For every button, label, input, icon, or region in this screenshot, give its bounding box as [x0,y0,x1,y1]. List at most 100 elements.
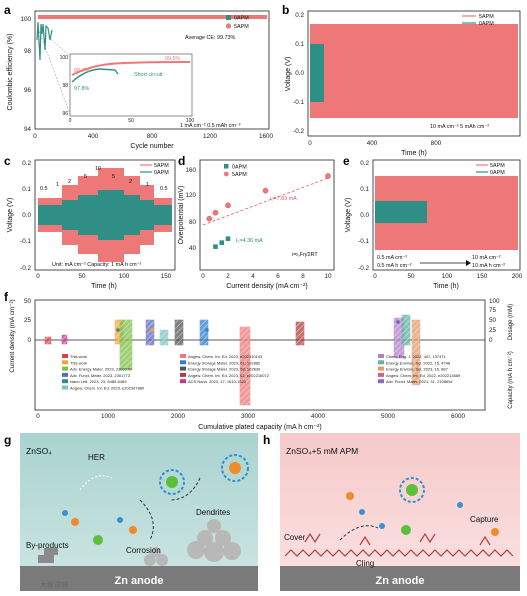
d-point-5apm-3 [262,187,269,194]
panel-e: e 5APM 0APM 0.5 mA cm⁻² 0.5 mA h cm⁻² 10… [343,154,523,290]
a-inset-frame [69,53,193,117]
c-0apm-series [38,190,172,240]
h-electrolyte [280,433,520,591]
e-cond-2: 0.5 mA h cm⁻² [377,263,412,269]
f-ylabel-right-dosage: Dosage (mM) [508,304,514,340]
f-ytick-left-1: 25 [24,317,32,324]
panel-h-letter: h [263,433,270,447]
f-bar-hatch-0 [45,337,51,344]
f-ylabel-right-capacity: Capacity (mA h cm⁻²) [508,351,514,409]
f-legend-0-3: Adv. Funct. Mater. 2023, 2301773 [70,373,131,378]
e-xtick-2: 100 [442,273,453,280]
d-xtick-3: 6 [276,273,280,280]
a-legend-0apm-marker [226,15,231,20]
panel-d-frame [199,159,335,271]
f-legend-swatch-2-3 [378,372,384,377]
panel-b-frame [307,10,521,137]
e-xtick-0: 0 [373,273,377,280]
panel-g: g Zn anode ZnSO₄ HER By-products Corrosi… [4,433,258,591]
c-rate-3: 5 [84,174,87,180]
panel-e-letter: e [343,154,350,168]
a-ytick-3: 100 [20,16,31,23]
d-equation: i=i₀Fη/2RT [292,252,318,258]
a-xtick-4: 1600 [259,133,274,140]
f-legend-swatch-0-0 [62,354,68,358]
f-legend-0-4: Nano Lett. 2023, 23, 6485-6489 [70,379,127,384]
e-legend-0apm: 0APM [490,170,505,176]
panel-a: a 94 96 98 100 0 400 800 1200 1600 Cycle… [4,3,273,150]
panel-e-frame [372,159,521,271]
g-her-label: HER [88,453,105,462]
e-ytick-1: -0.1 [358,238,369,245]
b-ytick-4: 0.2 [295,12,304,19]
c-xlabel: Time (h) [91,283,117,290]
d-point-0apm-2 [225,236,231,241]
d-xtick-2: 4 [251,273,255,280]
f-ylabel-left: Current density (mA cm⁻²) [9,299,16,372]
g-anode-label: Zn anode [115,575,164,587]
h-apm-layer [284,532,514,557]
f-legend-swatch-1-3 [180,372,186,377]
f-xtick-3: 3000 [241,413,256,420]
f-xtick-0: 0 [36,413,40,420]
f-xtick-2: 2000 [171,413,186,420]
c-rate-8: 0.5 [160,186,168,192]
panel-h: h Zn anode ZnSO₄+5 mM APM Capture Cover … [263,433,520,591]
f-xtick-5: 5000 [381,413,396,420]
a-xlabel: Cycle number [130,143,174,150]
g-byproducts-label: By-products [26,541,69,550]
c-legend-0apm: 0APM [154,170,169,176]
f-legend-swatch-0-1 [62,360,68,365]
b-ytick-2: 0.0 [295,70,304,77]
a-average-ce: Average CE: 99.73% [185,35,235,41]
f-legend-swatch-0-4 [62,379,68,384]
d-i0-0apm: i₀=4.36 mA [236,238,263,244]
f-legend-1-3: Angew. Chem. Int. Ed. 2023, 62, e2022160… [188,373,270,378]
panel-a-xticks: 0 400 800 1200 1600 [33,133,273,140]
b-xtick-2: 800 [431,140,442,147]
a-inset-value-1: 99.5% [165,56,180,62]
a-inset-0apm [71,68,119,83]
f-xlabel: Cumulative plated capacity (mA h cm⁻²) [198,424,322,431]
g-dendrites-label: Dendrites [196,508,230,517]
f-legend-1-1: Energy Storage Mater. 2023, 61, 102882 [188,360,261,365]
a-xtick-0: 0 [33,133,37,140]
d-i0-5apm: i₀=7.83 mA [270,196,297,202]
g-byproducts [38,548,58,563]
b-xtick-1: 400 [367,140,378,147]
d-point-5apm-0 [206,215,213,222]
a-inset-value-2: 98.7% [74,68,89,74]
panel-f-letter: f [4,290,9,304]
b-5apm-series [310,24,518,118]
f-bar-hatch-7 [200,320,208,345]
c-rate-4: 10 [95,166,101,172]
h-zn-anode [280,566,520,591]
f-legend-1-0: Angew. Chem. Int. Ed. 2023, e202310143 [188,354,263,359]
d-ytick-0: 40 [189,245,197,252]
b-legend-0apm: 0APM [479,21,494,27]
f-xtick-4: 4000 [311,413,326,420]
f-bar-hatch-9 [296,322,304,345]
b-conditions: 10 mA cm⁻² 5 mAh cm⁻² [430,124,489,130]
c-ytick-0: -0.2 [20,265,31,272]
f-dot-0 [116,328,120,332]
a-inset-xtick-2: 100 [186,118,195,124]
a-xtick-1: 400 [88,133,99,140]
e-xlabel: Time (h) [433,283,459,290]
f-legend-0-2: Adv. Energy Mater. 2023, 2300770 [70,367,132,372]
f-legend-swatch-1-0 [180,354,186,358]
f-dot-1 [150,328,154,332]
c-unit: Unit: mA cm⁻² Capacity: 1 mA h cm⁻² [52,262,141,268]
f-legend-swatch-0-2 [62,366,68,371]
f-legend-0-0: This work [70,354,87,359]
a-inset-ytick-2: 100 [60,55,69,61]
f-legend-2-3: Angew. Chem. Int. Ed. 2022, e202213689 [386,373,461,378]
g-watermark: 大叔说锌 [40,580,68,589]
panel-a-yticks: 94 96 98 100 [20,16,31,133]
a-ytick-2: 98 [24,48,32,55]
e-ytick-4: 0.2 [360,160,369,167]
c-ytick-2: 0.0 [22,212,31,219]
f-legend-swatch-2-1 [378,360,384,365]
f-legend-2-2: Energy Environ. Sci. 2023, 16, 887 [386,367,449,372]
f-bar-hatch-5 [160,330,168,345]
